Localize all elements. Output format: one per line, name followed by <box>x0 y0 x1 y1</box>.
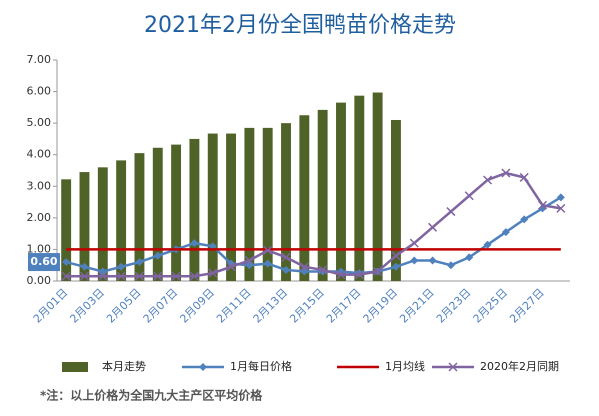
point-marker <box>465 253 474 262</box>
legend-swatch <box>62 362 88 372</box>
point-marker <box>446 207 456 217</box>
point-marker <box>263 259 272 268</box>
bar <box>336 102 346 281</box>
point-marker <box>299 262 309 272</box>
line <box>65 196 562 275</box>
y-tick-label: 2.00 <box>27 211 52 224</box>
point-marker <box>135 258 144 267</box>
bar <box>244 127 255 281</box>
point-marker <box>61 271 71 281</box>
bar <box>226 133 237 281</box>
point-marker <box>226 262 236 272</box>
point-marker <box>409 238 419 248</box>
bar <box>152 147 163 281</box>
point-marker <box>483 240 492 249</box>
legend-label: 1月每日价格 <box>230 359 292 373</box>
chart-title: 2021年2月份全国鸭苗价格走势 <box>144 13 456 38</box>
point-marker <box>464 191 474 201</box>
point-marker <box>354 270 364 280</box>
y-tick-label: 6.00 <box>27 85 52 98</box>
point-marker <box>537 200 548 210</box>
point-marker <box>79 271 90 281</box>
point-marker <box>134 271 144 281</box>
point-marker <box>117 262 126 271</box>
point-marker <box>190 239 199 248</box>
point-marker <box>336 270 346 280</box>
bar <box>79 172 90 281</box>
bar <box>354 95 365 281</box>
point-marker <box>428 256 437 265</box>
footnote: *注：以上价格为全国九大主产区平均价格 <box>40 388 263 403</box>
bar <box>390 119 401 281</box>
y-tick-label: 7.00 <box>27 53 52 66</box>
bar <box>97 167 108 281</box>
point-marker <box>153 271 163 281</box>
bar <box>189 138 200 281</box>
bar <box>116 160 127 281</box>
point-marker <box>501 168 511 178</box>
bar <box>134 153 145 281</box>
point-marker <box>556 193 565 202</box>
point-marker <box>98 271 108 281</box>
point-marker <box>171 271 181 281</box>
y-tick-label: 1.00 <box>27 242 52 255</box>
bar <box>317 109 328 281</box>
point-marker <box>428 222 438 232</box>
point-marker <box>318 265 328 275</box>
point-marker <box>556 203 566 213</box>
point-marker <box>153 251 162 260</box>
point-marker <box>208 268 218 278</box>
value-label: 0.60 <box>30 255 57 268</box>
legend-label: 2020年2月同期 <box>480 359 559 373</box>
point-marker <box>199 363 207 371</box>
point-marker <box>448 362 458 372</box>
bar <box>262 127 273 281</box>
point-marker <box>410 256 419 265</box>
bar <box>207 133 218 281</box>
point-marker <box>189 271 199 281</box>
y-tick-label: 5.00 <box>27 116 52 129</box>
point-marker <box>391 251 401 261</box>
point-marker <box>80 262 89 271</box>
point-marker <box>446 261 455 270</box>
point-marker <box>62 258 71 267</box>
point-marker <box>483 175 493 185</box>
point-marker <box>282 265 291 274</box>
y-tick-label: 4.00 <box>27 148 52 161</box>
point-marker <box>281 252 291 262</box>
y-tick-label: 3.00 <box>27 179 52 192</box>
bar <box>281 123 291 282</box>
bar <box>372 92 383 281</box>
value-label-box <box>28 253 60 272</box>
point-marker <box>519 172 529 182</box>
line <box>66 171 562 278</box>
point-marker <box>116 271 126 281</box>
bar <box>61 179 72 281</box>
point-marker <box>501 228 510 237</box>
point-marker <box>520 215 529 224</box>
bar <box>171 144 182 281</box>
y-tick-label: 0.00 <box>27 274 52 287</box>
point-marker <box>391 262 400 271</box>
legend-label: 1月均线 <box>385 359 425 373</box>
point-marker <box>263 245 273 255</box>
bar <box>299 115 310 281</box>
point-marker <box>244 255 254 266</box>
legend-label: 本月走势 <box>102 359 146 373</box>
point-marker <box>373 266 383 277</box>
